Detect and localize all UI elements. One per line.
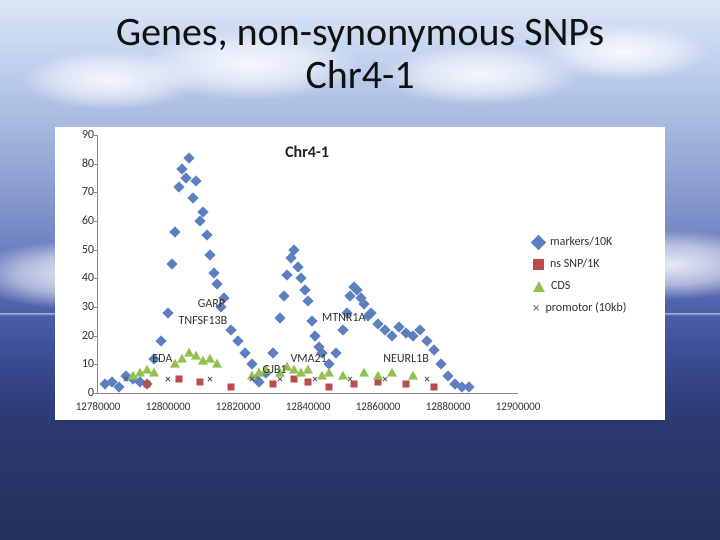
legend-label: CDS xyxy=(551,279,570,293)
point xyxy=(144,381,151,388)
x-tick: 12880000 xyxy=(426,400,471,413)
point xyxy=(302,296,313,307)
point xyxy=(421,336,432,347)
point xyxy=(201,230,212,241)
gene-label: GARP xyxy=(198,297,225,311)
y-tick: 90 xyxy=(64,128,94,142)
x-tick: 12800000 xyxy=(146,400,191,413)
y-tick: 30 xyxy=(64,300,94,314)
x-icon: × xyxy=(533,303,539,314)
point xyxy=(155,336,166,347)
point: × xyxy=(382,372,387,385)
point xyxy=(337,324,348,335)
point xyxy=(187,192,198,203)
x-tick: 12860000 xyxy=(356,400,401,413)
point xyxy=(208,267,219,278)
gene-label: MTNR1A xyxy=(322,311,365,325)
point: × xyxy=(165,372,170,385)
y-tick: 80 xyxy=(64,157,94,171)
point xyxy=(387,368,397,377)
x-tick: 12780000 xyxy=(76,400,121,413)
diamond-icon xyxy=(531,234,547,250)
point: × xyxy=(424,372,429,385)
slide-background: Genes, non-synonymous SNPs Chr4-1 Chr4-1… xyxy=(0,0,720,540)
legend-item: ns SNP/1K xyxy=(533,257,659,271)
point xyxy=(232,336,243,347)
point xyxy=(299,284,310,295)
title-line2: Chr4-1 xyxy=(305,50,414,99)
point xyxy=(295,273,306,284)
y-tick: 20 xyxy=(64,329,94,343)
point xyxy=(403,381,410,388)
point xyxy=(309,330,320,341)
point xyxy=(431,384,438,391)
point xyxy=(326,384,333,391)
point xyxy=(190,175,201,186)
gene-label: EDA xyxy=(152,352,172,366)
point xyxy=(267,347,278,358)
legend-label: ns SNP/1K xyxy=(550,257,600,271)
point xyxy=(173,181,184,192)
y-tick: 50 xyxy=(64,243,94,257)
point xyxy=(212,359,222,368)
x-tick: 12840000 xyxy=(286,400,331,413)
point xyxy=(359,368,369,377)
point xyxy=(305,378,312,385)
point xyxy=(274,313,285,324)
legend-item: × promotor (10kb) xyxy=(533,301,659,315)
y-tick: 60 xyxy=(64,214,94,228)
point: × xyxy=(312,372,317,385)
point: × xyxy=(249,372,254,385)
point xyxy=(149,368,159,377)
gene-label: GJB1 xyxy=(263,363,287,377)
legend-label: markers/10K xyxy=(550,235,612,249)
point xyxy=(211,278,222,289)
triangle-icon xyxy=(533,281,545,292)
point xyxy=(428,344,439,355)
point: × xyxy=(207,372,212,385)
point: × xyxy=(347,372,352,385)
legend: markers/10K ns SNP/1K CDS × promotor (10k… xyxy=(533,227,659,323)
legend-label: promotor (10kb) xyxy=(545,301,626,315)
point xyxy=(281,270,292,281)
point xyxy=(330,347,341,358)
point xyxy=(324,368,334,377)
point xyxy=(166,258,177,269)
point xyxy=(183,152,194,163)
point xyxy=(306,316,317,327)
chart-panel: Chr4-1 ××××××××× 01020304050607080901278… xyxy=(55,127,665,420)
point xyxy=(435,359,446,370)
x-tick: 12900000 xyxy=(496,400,541,413)
square-icon xyxy=(533,259,544,270)
gene-label: TNFSF13B xyxy=(179,314,228,328)
point xyxy=(169,227,180,238)
legend-item: markers/10K xyxy=(533,235,659,249)
point xyxy=(278,290,289,301)
point xyxy=(204,250,215,261)
point xyxy=(175,375,182,382)
slide-title: Genes, non-synonymous SNPs Chr4-1 xyxy=(0,10,720,96)
scatter-plot: ××××××××× 010203040506070809012780000128… xyxy=(97,135,518,394)
point: × xyxy=(123,372,128,385)
point xyxy=(228,384,235,391)
gene-label: NEURL1B xyxy=(383,352,428,366)
point xyxy=(239,347,250,358)
point xyxy=(463,382,474,393)
title-line1: Genes, non-synonymous SNPs xyxy=(116,7,604,56)
gene-label: VMA21 xyxy=(291,352,327,366)
x-tick: 12820000 xyxy=(216,400,261,413)
point xyxy=(270,381,277,388)
y-tick: 40 xyxy=(64,271,94,285)
y-tick: 10 xyxy=(64,357,94,371)
point xyxy=(408,370,418,379)
point xyxy=(196,378,203,385)
legend-item: CDS xyxy=(533,279,659,293)
y-tick: 70 xyxy=(64,185,94,199)
point xyxy=(292,261,303,272)
y-tick: 0 xyxy=(64,386,94,400)
point xyxy=(162,307,173,318)
